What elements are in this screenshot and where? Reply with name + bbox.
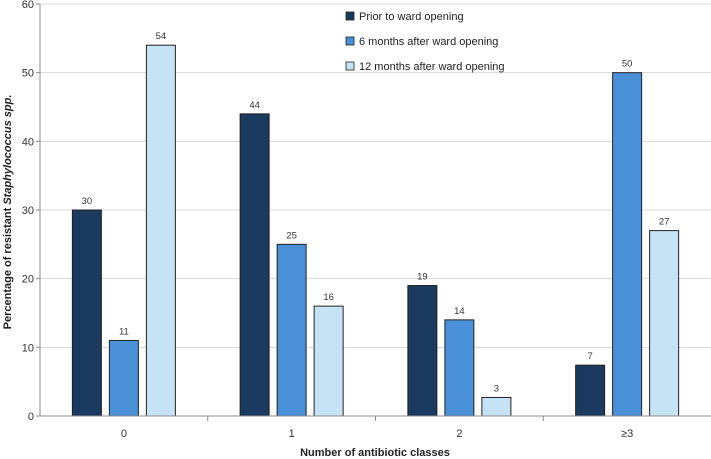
data-label: 44 bbox=[249, 100, 260, 111]
data-label: 19 bbox=[417, 272, 428, 283]
data-label: 14 bbox=[454, 306, 465, 317]
legend: Prior to ward opening 6 months after ward… bbox=[345, 11, 505, 73]
y-tick-label: 0 bbox=[28, 411, 34, 423]
data-label: 16 bbox=[323, 292, 334, 303]
y-tick-label: 60 bbox=[22, 0, 34, 11]
y-tick-label: 10 bbox=[22, 342, 34, 354]
bar bbox=[145, 44, 176, 417]
bar bbox=[239, 113, 270, 417]
gridlines bbox=[40, 3, 711, 348]
bar bbox=[481, 396, 512, 417]
x-axis: 0 1 2 ≥3 bbox=[40, 415, 711, 440]
bar bbox=[108, 339, 139, 417]
y-axis-title-italic: Staphylococcus spp. bbox=[2, 95, 14, 205]
bar bbox=[407, 285, 438, 417]
bar bbox=[313, 305, 344, 417]
legend-swatch bbox=[345, 36, 355, 46]
y-tick-label: 20 bbox=[22, 274, 34, 286]
x-axis-title: Number of antibiotic classes bbox=[300, 447, 450, 459]
bar bbox=[444, 319, 475, 417]
bar bbox=[649, 230, 680, 417]
y-axis: 0 10 20 30 40 50 60 bbox=[22, 0, 41, 423]
bar bbox=[612, 72, 643, 417]
legend-label: 12 months after ward opening bbox=[359, 61, 505, 73]
legend-label: 6 months after ward opening bbox=[359, 36, 498, 48]
y-tick-label: 40 bbox=[22, 136, 34, 148]
bar bbox=[71, 209, 102, 417]
legend-label: Prior to ward opening bbox=[359, 11, 464, 23]
data-label: 11 bbox=[119, 326, 129, 337]
bars: 30 11 54 44 25 16 19 14 3 7 50 27 bbox=[71, 31, 680, 417]
data-label: 25 bbox=[286, 230, 297, 241]
data-label: 27 bbox=[659, 217, 670, 228]
data-label: 54 bbox=[156, 31, 167, 42]
y-axis-title: Percentage of resistant Staphylococcus s… bbox=[2, 95, 14, 330]
x-tick-label: ≥3 bbox=[621, 428, 633, 440]
x-tick-label: 2 bbox=[456, 428, 462, 440]
x-tick-label: 1 bbox=[289, 428, 295, 440]
legend-swatch bbox=[345, 61, 355, 71]
data-label: 30 bbox=[82, 196, 93, 207]
data-label: 50 bbox=[622, 59, 633, 70]
legend-swatch bbox=[345, 11, 355, 21]
y-tick-label: 50 bbox=[22, 68, 34, 80]
y-axis-title-prefix: Percentage of resistant bbox=[2, 205, 14, 330]
bar bbox=[575, 364, 606, 417]
data-label: 3 bbox=[494, 383, 499, 394]
y-tick-label: 30 bbox=[22, 205, 34, 217]
x-tick-label: 0 bbox=[121, 428, 127, 440]
data-label: 7 bbox=[587, 351, 592, 362]
bar bbox=[276, 243, 307, 417]
